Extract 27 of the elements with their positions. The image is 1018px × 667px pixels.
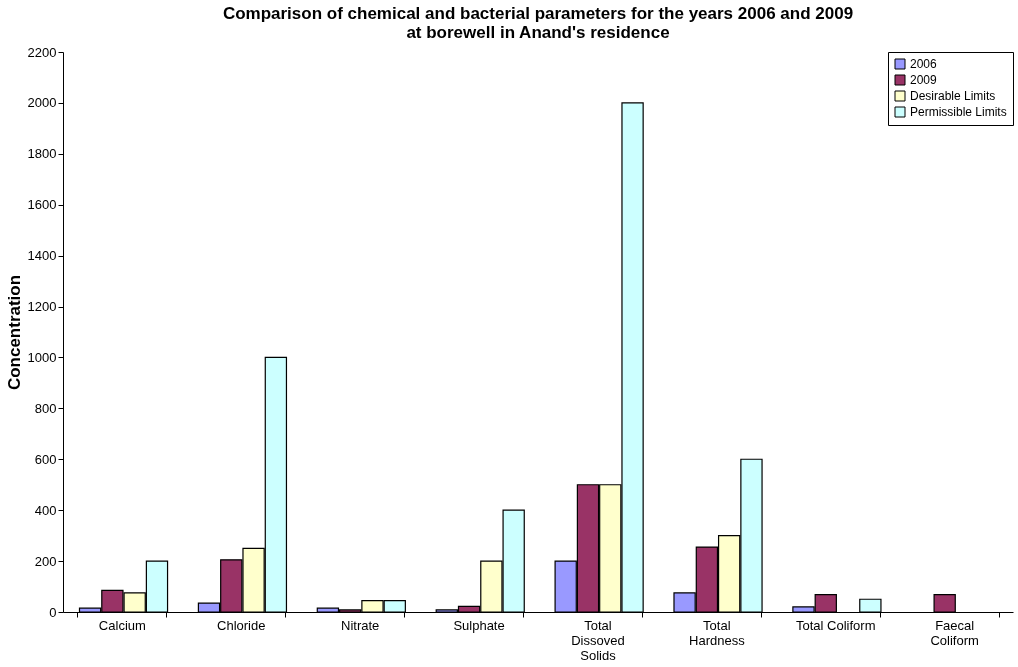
x-tick-label: Total Hardness	[689, 617, 746, 648]
legend-label: Desirable Limits	[910, 89, 996, 103]
legend-label: Permissible Limits	[910, 105, 1007, 119]
legend-label: 2009	[910, 73, 938, 87]
y-tick-label: 800	[34, 400, 57, 416]
y-tick-label: 1000	[27, 349, 57, 365]
x-tick-label: Faecal Coliform	[930, 617, 979, 648]
text: at borewell in Anand's residence	[406, 23, 670, 42]
y-tick-label: 1600	[27, 197, 57, 213]
x-tick-label: Chloride	[217, 617, 266, 633]
legend-label: 2006	[910, 57, 938, 71]
x-tick-label: Total Coliform	[796, 617, 876, 633]
y-tick-label: 0	[49, 604, 57, 620]
y-tick-label: 2000	[27, 95, 57, 111]
x-tick-label: Nitrate	[341, 617, 380, 633]
y-axis-title: Concentration	[4, 274, 24, 391]
y-tick-label: 1800	[27, 146, 57, 162]
y-tick-label: 2200	[27, 44, 57, 60]
y-tick-label: 1400	[27, 248, 57, 264]
y-tick-label: 200	[34, 553, 57, 569]
x-tick-label: Sulphate	[453, 617, 505, 633]
y-tick-label: 1200	[27, 299, 57, 315]
text: Comparison of chemical and bacterial parameters for the years 2006 and 2009	[222, 4, 854, 23]
y-tick-label: 600	[34, 451, 57, 467]
x-tick-label: Calcium	[98, 617, 146, 633]
y-tick-label: 400	[34, 502, 57, 518]
x-tick-label: Total Dissoved Solids	[571, 617, 625, 663]
